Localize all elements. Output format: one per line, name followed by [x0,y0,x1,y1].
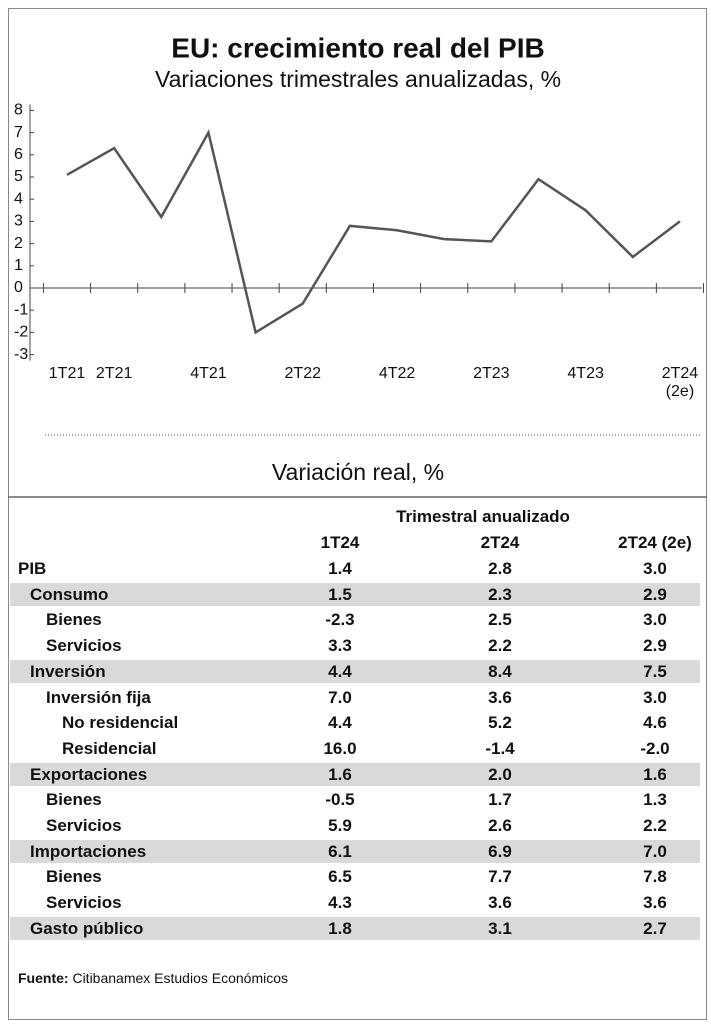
row-label: Residencial [62,738,157,758]
x-tick-label: 1T21 [48,365,86,382]
cell-value: 2.9 [643,636,667,656]
cell-value: 4.4 [328,713,352,733]
source-text: Citibanamex Estudios Económicos [72,969,288,986]
cell-value: 16.0 [323,738,357,758]
table-title: Variación real, % [272,459,444,485]
cell-value: 3.1 [488,918,512,938]
y-tick-label: 2 [14,235,23,252]
cell-value: 1.8 [328,918,352,938]
row-shade [10,916,700,941]
cell-value: 2.9 [643,584,667,604]
y-tick-label: -2 [14,324,28,341]
cell-value: 4.6 [643,713,667,733]
row-label: Inversión fija [46,687,151,707]
cell-value: 6.1 [328,841,352,861]
y-tick-label: 7 [14,124,23,141]
row-label: Consumo [30,584,109,604]
group-header: Trimestral anualizado [396,507,570,526]
chart-subtitle: Variaciones trimestrales anualizadas, % [155,66,561,92]
y-tick-label: 5 [14,168,23,185]
cell-value: 8.4 [488,661,512,681]
row-label: Servicios [46,816,122,835]
cell-value: 1.5 [328,584,352,604]
frame [8,8,707,1020]
row-shade [10,659,700,684]
cell-value: -1.4 [485,738,515,758]
cell-value: 5.9 [328,816,352,835]
row-label: Servicios [46,893,122,913]
chart-title: EU: crecimiento real del PIB [171,32,544,63]
cell-value: 2.3 [488,584,512,604]
row-label: Importaciones [30,841,147,861]
cell-value: 3.3 [328,636,352,656]
cell-value: 6.9 [488,841,512,861]
x-tick-label: 2T24 (2e) [661,365,699,400]
cell-value: 4.4 [328,661,352,681]
cell-value: 3.0 [643,687,667,707]
cell-value: 3.6 [643,893,667,913]
cell-value: -2.0 [640,738,670,758]
cell-value: -2.3 [325,610,355,630]
cell-value: 2.6 [488,816,512,835]
cell-value: 1.3 [643,790,667,810]
cell-value: 7.8 [643,867,667,887]
y-tick-label: 8 [14,102,23,119]
cell-value: 3.6 [488,687,512,707]
cell-value: 3.6 [488,893,512,913]
row-shade [10,839,700,864]
y-tick-label: -3 [14,346,28,363]
cell-value: 7.0 [328,687,352,707]
row-shade [10,762,700,787]
cell-value: 1.6 [328,764,352,784]
cell-value: 2.7 [643,918,667,938]
chart: EU: crecimiento real del PIB Variaciones… [8,32,707,498]
x-tick-label: 4T23 [567,365,604,382]
y-tick-label: 1 [14,257,23,274]
cell-value: 2.5 [488,610,512,630]
y-tick-label: 6 [14,146,23,163]
y-tick-label: 4 [14,190,23,207]
cell-value: -0.5 [325,790,355,810]
y-tick-label: -1 [14,301,28,318]
cell-value: 2.2 [488,636,512,656]
row-label: Servicios [46,636,122,656]
line [66,129,681,335]
row-label: No residencial [62,713,179,733]
cell-value: 6.5 [328,867,352,887]
row-label: Inversión [30,661,106,681]
column-header: 1T24 [320,533,360,552]
cell-value: 2.2 [643,816,667,835]
row-label: Bienes [46,610,102,630]
x-tick-label: 2T23 [473,365,510,382]
row-label: Exportaciones [30,764,148,784]
cell-value: 3.0 [643,559,667,578]
x-tick-label: 4T22 [378,365,416,382]
x-tick-label: 4T21 [190,365,227,382]
cell-value: 7.7 [488,867,512,887]
cell-value: 1.6 [643,764,667,784]
y-tick-label: 3 [14,213,23,230]
row-label: Gasto público [30,918,144,938]
row-label: Bienes [46,790,102,810]
row-label: PIB [18,559,47,578]
cell-value: 5.2 [488,713,512,733]
cell-value: 2.8 [488,559,512,578]
row-shade [10,582,700,607]
row-label: Bienes [46,867,102,887]
cell-value: 2.0 [488,764,512,784]
cell-value: 7.5 [643,661,667,681]
cell-value: 1.4 [328,559,352,578]
cell-value: 3.0 [643,610,667,630]
source-label: Fuente: [18,969,69,986]
x-tick-label: 2T22 [284,365,321,382]
column-header: 2T24 (2e) [618,533,692,552]
source: Fuente: Citibanamex Estudios Económicos [18,970,288,986]
y-tick-label: 0 [14,279,23,296]
cell-value: 7.0 [643,841,667,861]
x-tick-label: 2T21 [95,365,133,382]
column-header: 2T24 [480,533,520,552]
cell-value: 4.3 [328,893,352,913]
cell-value: 1.7 [488,790,512,810]
